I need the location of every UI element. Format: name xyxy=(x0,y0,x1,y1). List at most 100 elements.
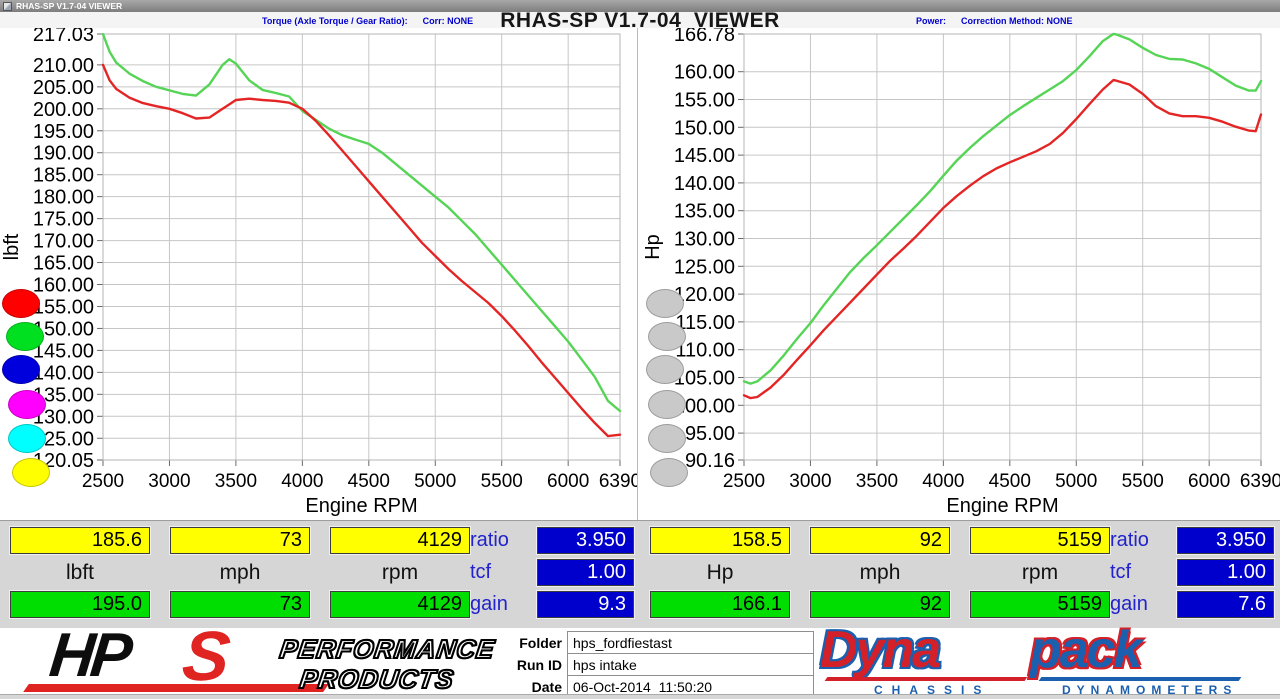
power-cursor-value-box: 158.5 xyxy=(650,527,790,554)
x-tick-label: 6000 xyxy=(547,471,589,492)
hps-logo-hp-text: HP xyxy=(46,621,132,690)
power-chart-annotation: Power: Correction Method: NONE xyxy=(916,16,1073,26)
power-chart: 166.78 160.00 155.00 150.00 145.00 140.00 135.… xyxy=(642,28,1280,517)
gain-label: gain xyxy=(470,593,508,615)
run-id-label: Run ID xyxy=(516,656,562,673)
run-slot-button-1[interactable] xyxy=(648,322,686,351)
x-tick-label: 2500 xyxy=(723,471,765,492)
dynapack-logo: Dyna pack CHASSIS DYNAMOMETERS xyxy=(812,621,1252,698)
footer: HP S PERFORMANCE PRODUCTS Folder hps_for… xyxy=(0,617,1280,699)
run-slot-button-4[interactable] xyxy=(648,424,686,453)
dynapack-logo-pack-text: pack xyxy=(1030,621,1143,679)
x-tick-label: 6390 xyxy=(1240,471,1280,492)
speed-run-value-box: 73 xyxy=(170,591,310,618)
run-select-button-3[interactable] xyxy=(8,390,46,419)
y-tick-label: 195.00 xyxy=(33,121,94,143)
torque-chart-panel: 217.03 210.00 205.00 200.00 195.00 190.00 185.… xyxy=(0,28,637,520)
y-tick-label: 170.00 xyxy=(33,231,94,253)
app-icon xyxy=(3,1,12,11)
green-run-curve xyxy=(742,32,1263,385)
y-tick-label: 217.03 xyxy=(33,28,94,46)
torque-readouts: 185.6 73 4129 lbft mph rpm 195.0 73 4129… xyxy=(0,521,640,629)
x-tick-label: 5000 xyxy=(414,471,456,492)
run-slot-button-3[interactable] xyxy=(648,390,686,419)
speed-run-value-box: 92 xyxy=(810,591,950,618)
y-tick-label: 190.00 xyxy=(33,143,94,165)
tcf-value-box: 1.00 xyxy=(537,559,634,586)
readout-panel: 185.6 73 4129 lbft mph rpm 195.0 73 4129… xyxy=(0,520,1280,628)
y-tick-label: 140.00 xyxy=(674,173,735,195)
run-select-button-2[interactable] xyxy=(2,355,40,384)
folder-value: hps_fordfiestast xyxy=(567,631,814,654)
tcf-label: tcf xyxy=(1110,561,1132,583)
power-readouts: 158.5 92 5159 Hp mph rpm 166.1 92 5159 r… xyxy=(640,521,1280,629)
tcf-label: tcf xyxy=(470,561,492,583)
window-bottom-edge xyxy=(0,694,1280,699)
run-info-table: Folder hps_fordfiestast Run ID hps intak… xyxy=(477,631,814,698)
y-tick-label: 135.00 xyxy=(33,384,94,406)
dynapack-logo-dyna-text: Dyna xyxy=(820,621,941,679)
header-strip: RHAS-SP V1.7-04 VIEWER Torque (Axle Torq… xyxy=(0,9,1280,32)
y-tick-label: 155.00 xyxy=(674,89,735,111)
speed-cursor-value-box: 73 xyxy=(170,527,310,554)
x-tick-label: 6000 xyxy=(1188,471,1230,492)
y-tick-label: 165.00 xyxy=(33,253,94,275)
gain-label: gain xyxy=(1110,593,1148,615)
run-select-button-4[interactable] xyxy=(8,424,46,453)
x-tick-label: 3000 xyxy=(148,471,190,492)
run-slot-button-2[interactable] xyxy=(646,355,684,384)
x-tick-label: 4000 xyxy=(281,471,323,492)
plot-border xyxy=(743,33,1262,461)
y-tick-label: 180.00 xyxy=(33,187,94,209)
window-title-bar[interactable]: RHAS-SP V1.7-04 VIEWER xyxy=(0,0,1280,12)
y-tick-label: 100.00 xyxy=(674,395,735,417)
ratio-label: ratio xyxy=(1110,529,1149,551)
page-title: RHAS-SP V1.7-04 VIEWER xyxy=(500,9,780,32)
x-axis-label: Engine RPM xyxy=(946,495,1058,517)
y-tick-label: 95.00 xyxy=(685,423,735,445)
ratio-label: ratio xyxy=(470,529,509,551)
y-tick-label: 130.00 xyxy=(33,406,94,428)
y-tick-label: 150.00 xyxy=(33,318,94,340)
y-tick-label: 166.78 xyxy=(674,28,735,46)
torque-unit-label: lbft xyxy=(65,561,94,584)
run-slot-button-0[interactable] xyxy=(646,289,684,318)
run-select-button-5[interactable] xyxy=(12,458,50,487)
x-tick-label: 3500 xyxy=(215,471,257,492)
rpm-unit-label: rpm xyxy=(381,561,419,584)
x-tick-label: 5000 xyxy=(1055,471,1097,492)
x-tick-label: 4000 xyxy=(922,471,964,492)
torque-run-buttons xyxy=(0,28,60,520)
hps-logo-performance-text: PERFORMANCE xyxy=(277,633,498,665)
y-tick-label: 155.00 xyxy=(33,296,94,318)
red-run-curve xyxy=(742,78,1263,400)
rpm-unit-label: rpm xyxy=(1021,561,1059,584)
rpm-run-value-box: 4129 xyxy=(330,591,470,618)
y-tick-label: 115.00 xyxy=(675,312,735,334)
table-row: Folder hps_fordfiestast xyxy=(477,631,814,654)
torque-chart-annotation: Torque (Axle Torque / Gear Ratio): Corr:… xyxy=(262,16,474,26)
gain-value-box: 7.6 xyxy=(1177,591,1274,618)
hps-logo: HP S PERFORMANCE PRODUCTS xyxy=(8,617,498,696)
speed-cursor-value-box: 92 xyxy=(810,527,950,554)
run-select-button-1[interactable] xyxy=(6,322,44,351)
y-tick-label: 125.00 xyxy=(674,256,735,278)
y-tick-label: 110.00 xyxy=(675,340,735,362)
y-tick-label: 160.00 xyxy=(674,62,735,84)
run-slot-button-5[interactable] xyxy=(650,458,688,487)
y-tick-label: 160.00 xyxy=(33,275,94,297)
torque-cursor-value-box: 185.6 xyxy=(10,527,150,554)
speed-unit-label: mph xyxy=(859,561,901,584)
rpm-cursor-value-box: 5159 xyxy=(970,527,1110,554)
hps-logo-swoosh xyxy=(23,684,329,692)
x-tick-label: 4500 xyxy=(348,471,390,492)
y-tick-label: 150.00 xyxy=(674,117,735,139)
run-select-button-0[interactable] xyxy=(2,289,40,318)
y-tick-label: 105.00 xyxy=(674,367,735,389)
ratio-value-box: 3.950 xyxy=(1177,527,1274,554)
y-tick-label: 120.00 xyxy=(674,284,735,306)
plot-border xyxy=(102,33,621,461)
y-tick-label: 200.00 xyxy=(33,99,94,121)
y-axis-label: lbft xyxy=(1,233,23,260)
gain-value-box: 9.3 xyxy=(537,591,634,618)
